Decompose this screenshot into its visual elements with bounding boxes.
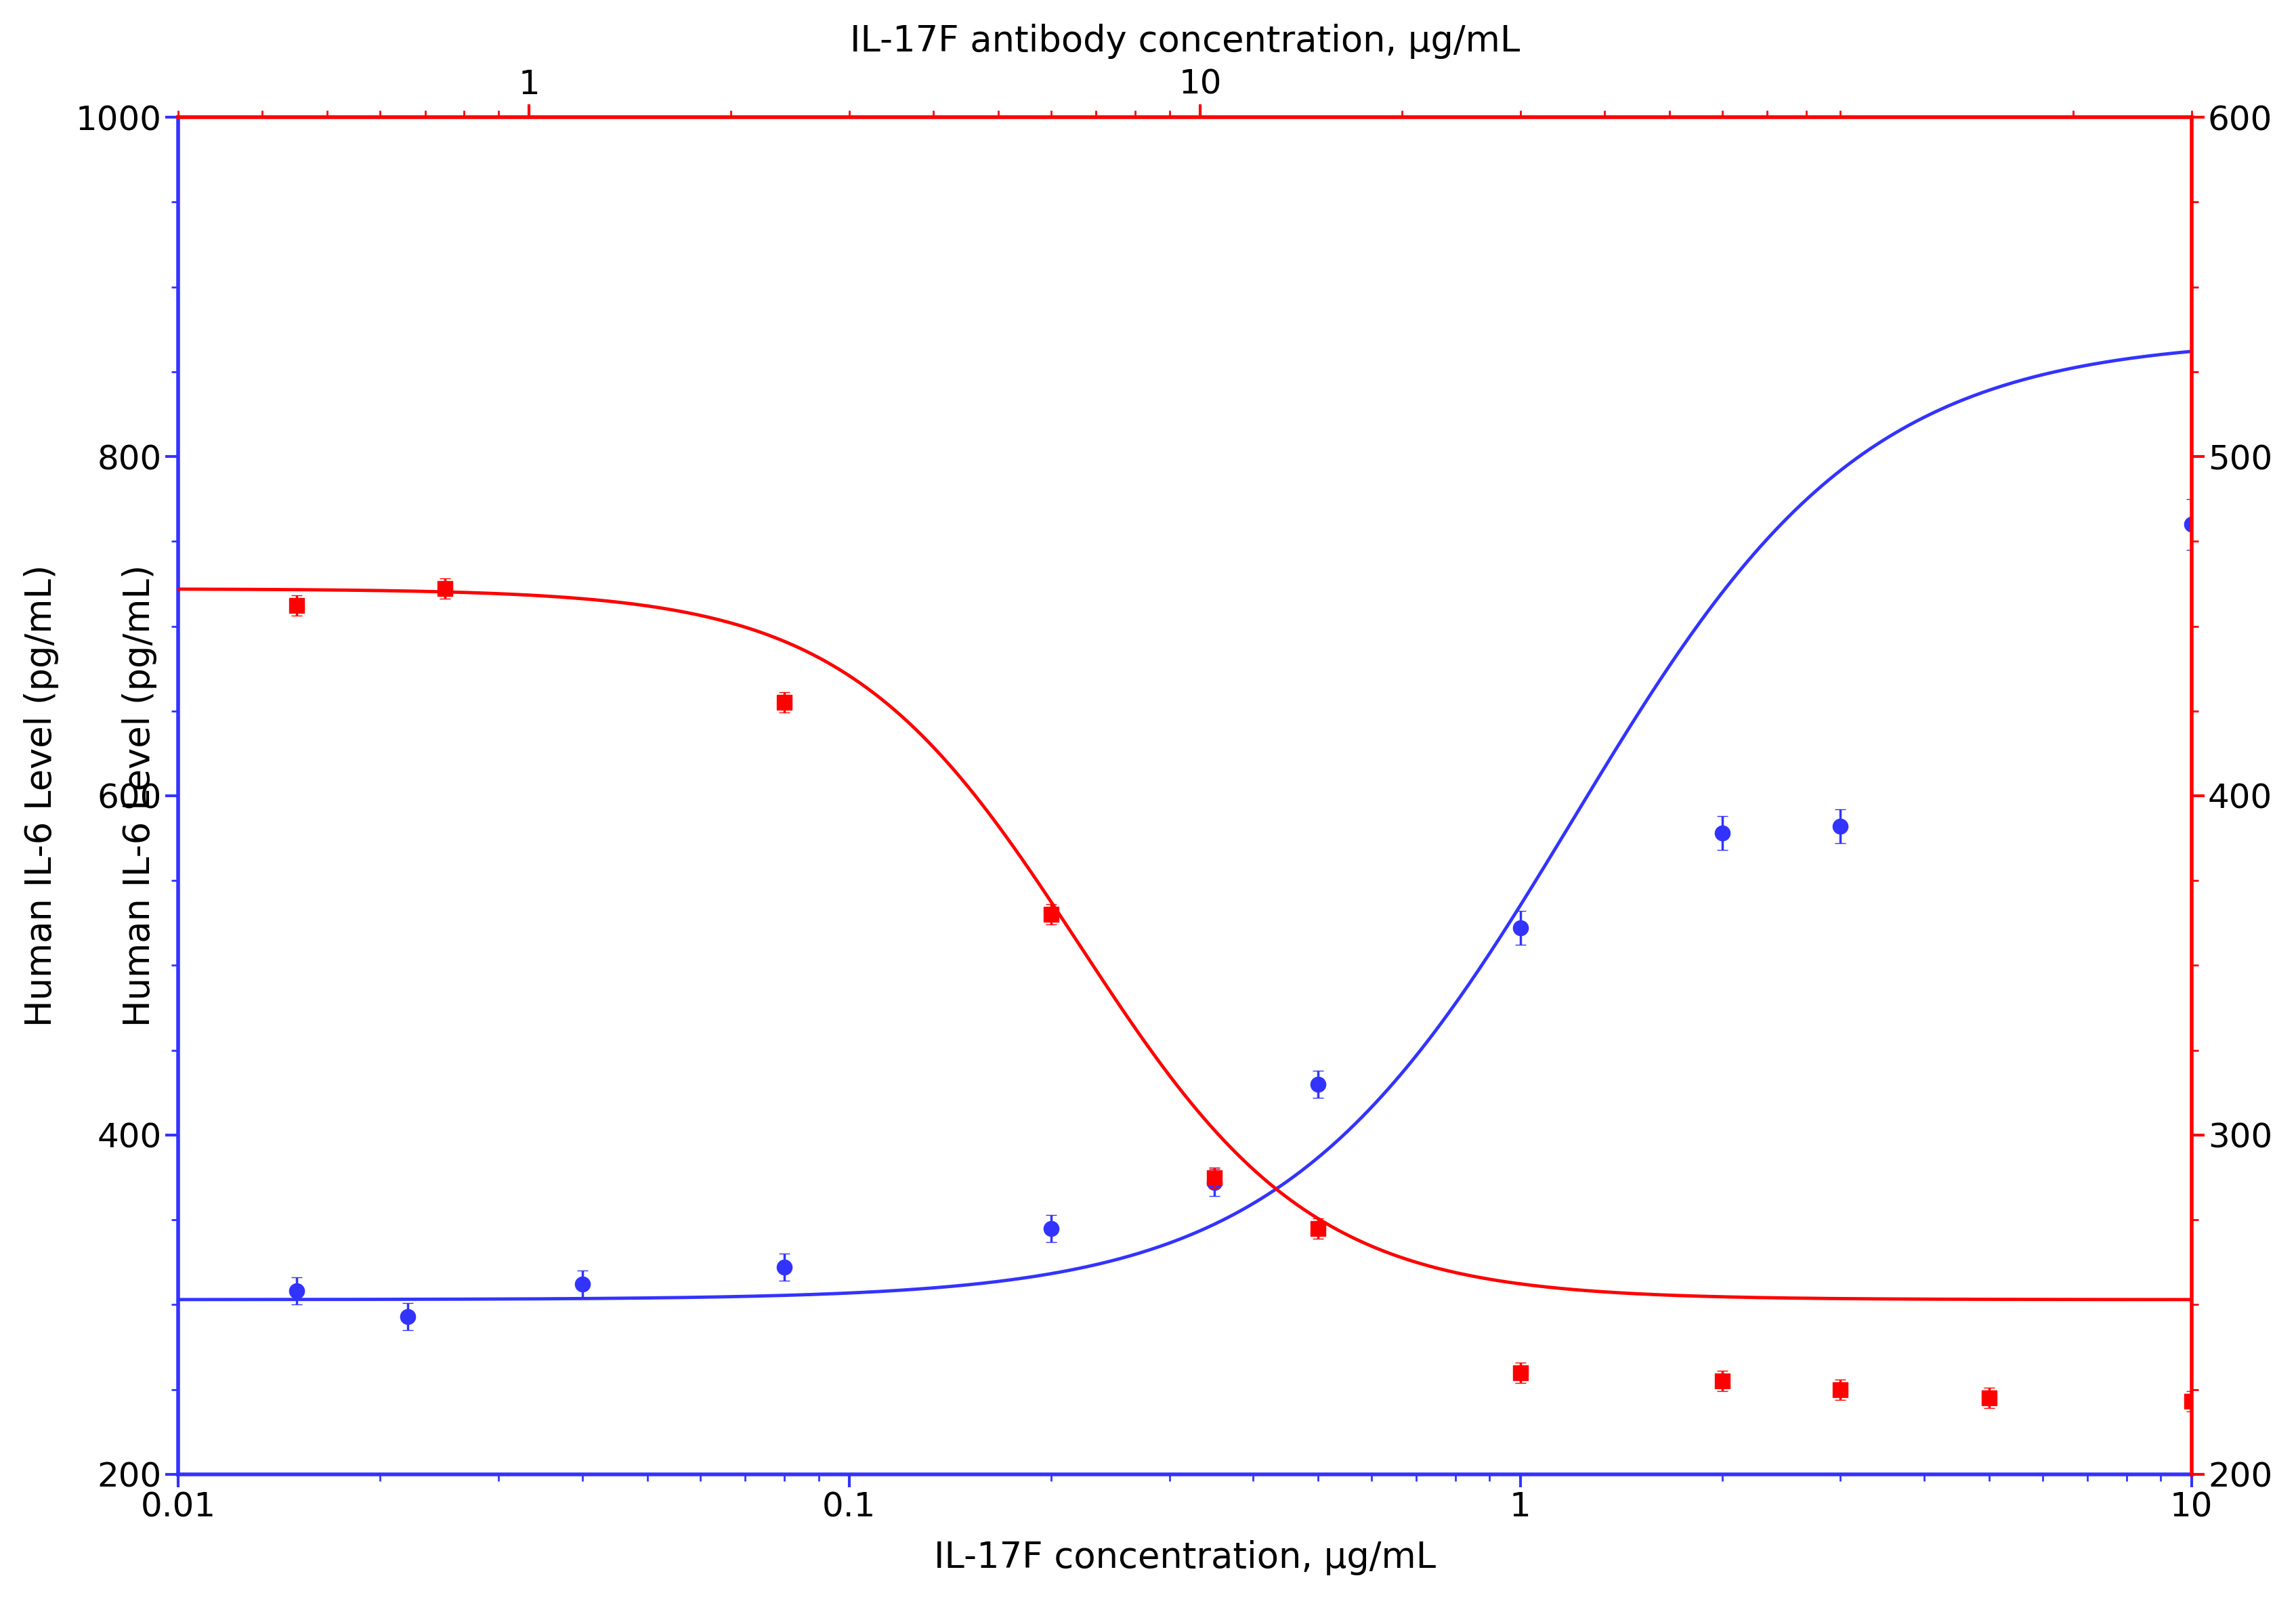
X-axis label: IL-17F antibody concentration, μg/mL: IL-17F antibody concentration, μg/mL — [850, 24, 1520, 59]
Y-axis label: Human IL-6 Level (pg/mL): Human IL-6 Level (pg/mL) — [122, 564, 158, 1027]
Y-axis label: Human IL-6 Level (pg/mL): Human IL-6 Level (pg/mL) — [23, 564, 60, 1027]
X-axis label: IL-17F concentration, μg/mL: IL-17F concentration, μg/mL — [934, 1540, 1435, 1575]
